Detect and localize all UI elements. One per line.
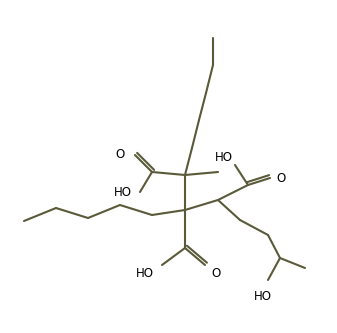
Text: O: O	[276, 171, 285, 184]
Text: HO: HO	[215, 151, 233, 164]
Text: O: O	[116, 149, 125, 162]
Text: HO: HO	[254, 290, 272, 303]
Text: O: O	[211, 267, 220, 280]
Text: HO: HO	[114, 185, 132, 198]
Text: HO: HO	[136, 267, 154, 280]
